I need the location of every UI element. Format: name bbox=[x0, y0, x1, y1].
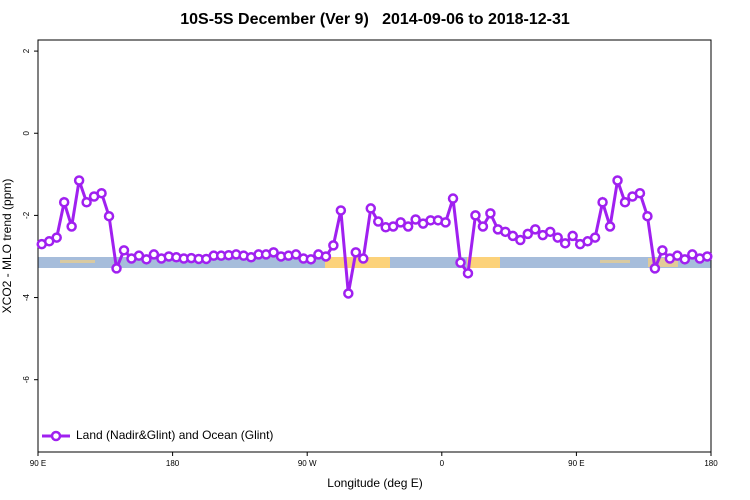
data-point bbox=[522, 228, 534, 240]
y-tick-label: 2 bbox=[22, 48, 31, 53]
data-point bbox=[702, 251, 713, 262]
data-point bbox=[642, 210, 653, 222]
data-point bbox=[604, 221, 616, 232]
data-point bbox=[320, 251, 332, 262]
x-tick-label: 90 E bbox=[568, 459, 584, 468]
data-point bbox=[73, 175, 85, 186]
x-axis-label: Longitude (deg E) bbox=[327, 476, 422, 490]
data-point bbox=[343, 288, 354, 299]
data-point bbox=[111, 263, 122, 274]
x-tick-label: 90 W bbox=[298, 459, 317, 468]
data-point bbox=[634, 187, 646, 199]
data-point bbox=[350, 247, 362, 258]
data-point bbox=[687, 249, 698, 260]
data-point bbox=[612, 175, 623, 186]
data-point bbox=[447, 193, 459, 204]
data-point bbox=[148, 249, 160, 260]
data-point bbox=[440, 217, 451, 228]
legend: Land (Nadir&Glint) and Ocean (Glint) bbox=[42, 428, 273, 442]
x-tick-label: 180 bbox=[166, 459, 180, 468]
plot-frame bbox=[37, 39, 712, 453]
data-point bbox=[507, 230, 519, 242]
data-point bbox=[530, 224, 541, 235]
legend-marker bbox=[50, 430, 62, 442]
y-tick-label: -2 bbox=[22, 211, 31, 219]
data-point bbox=[410, 214, 421, 225]
chart-title: 10S-5S December (Ver 9) 2014-09-06 to 20… bbox=[180, 11, 570, 28]
y-tick-label: -6 bbox=[22, 376, 31, 384]
y-tick-label: -4 bbox=[22, 293, 31, 301]
data-point bbox=[649, 263, 661, 274]
data-point bbox=[515, 234, 526, 246]
data-point bbox=[58, 197, 70, 208]
data-point bbox=[103, 210, 115, 222]
data-point bbox=[477, 221, 489, 232]
data-point bbox=[372, 216, 384, 227]
data-point bbox=[51, 232, 62, 243]
data-point bbox=[619, 197, 631, 208]
data-point bbox=[305, 254, 317, 265]
y-axis-label: XCO2 - MLO trend (ppm) bbox=[0, 179, 14, 314]
data-point bbox=[268, 247, 279, 258]
data-point bbox=[66, 221, 77, 232]
data-point bbox=[402, 221, 414, 232]
data-point bbox=[387, 221, 399, 232]
data-point bbox=[365, 203, 377, 214]
data-point bbox=[597, 197, 608, 208]
data-point bbox=[485, 208, 496, 219]
data-point bbox=[81, 197, 92, 208]
x-tick-label: 180 bbox=[704, 459, 718, 468]
data-point bbox=[358, 253, 369, 264]
legend-label: Land (Nadir&Glint) and Ocean (Glint) bbox=[76, 428, 273, 442]
data-point bbox=[679, 254, 691, 265]
data-point bbox=[118, 245, 130, 256]
y-tick-label: 0 bbox=[22, 130, 31, 135]
data-point bbox=[335, 205, 347, 216]
data-point bbox=[657, 245, 668, 256]
data-point bbox=[552, 232, 563, 243]
series-line bbox=[41, 179, 708, 294]
data-point bbox=[328, 240, 339, 251]
x-tick-label: 90 E bbox=[30, 459, 46, 468]
data-point bbox=[462, 268, 474, 279]
data-point bbox=[141, 254, 152, 265]
x-tick-label: 0 bbox=[440, 459, 445, 468]
data-point bbox=[559, 238, 571, 249]
data-point bbox=[500, 226, 511, 238]
map-strip bbox=[38, 257, 711, 268]
data-point bbox=[589, 232, 601, 243]
data-point bbox=[395, 217, 406, 228]
data-point bbox=[455, 257, 466, 268]
data-point bbox=[96, 187, 107, 199]
data-point bbox=[567, 230, 578, 242]
data-point bbox=[290, 249, 302, 260]
data-point bbox=[544, 226, 556, 238]
data-point bbox=[470, 210, 481, 221]
